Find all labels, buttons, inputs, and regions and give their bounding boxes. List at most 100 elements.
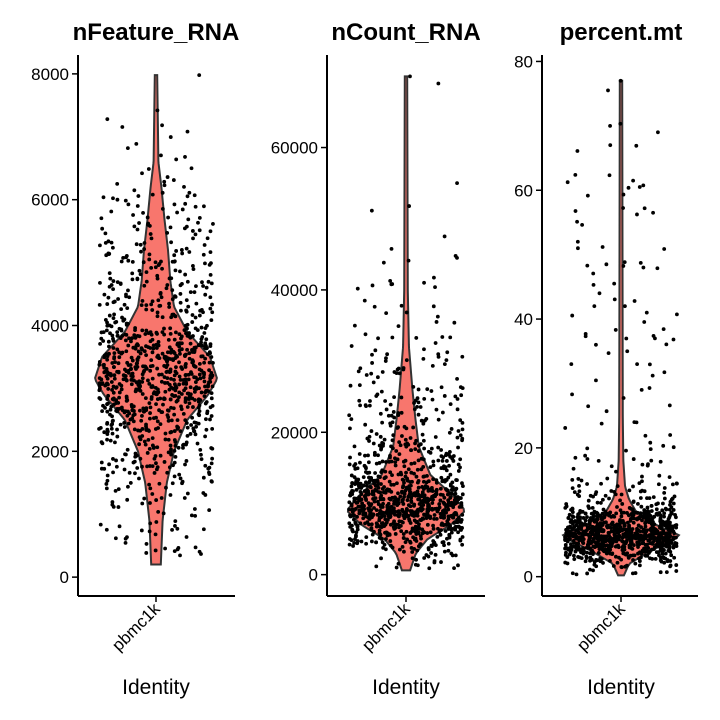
data-point (568, 550, 573, 555)
data-point (167, 301, 171, 306)
outlier-point (608, 143, 613, 148)
data-point (614, 511, 619, 516)
data-point (162, 375, 167, 380)
data-point (388, 470, 393, 475)
data-point (439, 528, 443, 533)
data-point (631, 512, 636, 517)
data-point (600, 497, 605, 502)
data-point (460, 421, 465, 425)
data-point (396, 413, 401, 417)
data-point (368, 513, 372, 518)
data-point (458, 538, 463, 543)
data-point (379, 482, 383, 486)
data-point (147, 529, 152, 534)
data-point (413, 524, 418, 529)
data-point (355, 286, 360, 291)
data-point (139, 346, 144, 351)
data-point (373, 348, 378, 353)
data-point (106, 387, 111, 391)
data-point (421, 500, 425, 505)
data-point (165, 359, 169, 363)
data-point (174, 249, 179, 253)
data-point (436, 417, 441, 422)
data-point (653, 556, 658, 561)
data-point (366, 506, 371, 511)
data-point (201, 252, 206, 257)
data-point (610, 552, 615, 556)
data-point (435, 314, 440, 319)
data-point (200, 354, 205, 359)
data-point (378, 434, 383, 439)
data-point (663, 551, 668, 556)
data-point (373, 484, 378, 488)
data-point (166, 437, 171, 442)
data-point (460, 427, 465, 432)
data-point (587, 506, 591, 511)
data-point (148, 330, 153, 335)
data-point (586, 498, 591, 503)
data-point (160, 410, 165, 414)
data-point (190, 358, 195, 363)
data-point (416, 449, 421, 453)
data-point (204, 427, 209, 432)
data-point (658, 570, 663, 575)
data-point (361, 516, 366, 521)
data-point (658, 525, 662, 530)
data-point (197, 372, 202, 377)
data-point (669, 505, 674, 510)
data-point (451, 454, 456, 458)
data-point (184, 459, 189, 463)
data-point (175, 398, 180, 403)
data-point (191, 426, 196, 431)
data-point (146, 378, 150, 383)
data-point (112, 376, 117, 381)
data-point (147, 252, 152, 257)
data-point (169, 240, 174, 245)
outlier-point (668, 433, 673, 437)
data-point (612, 514, 617, 519)
data-point (113, 440, 117, 445)
data-point (403, 437, 408, 442)
data-point (358, 403, 362, 408)
data-point (185, 425, 190, 430)
data-point (182, 226, 187, 231)
data-point (142, 439, 147, 444)
data-point (395, 481, 399, 486)
data-point (451, 505, 456, 510)
data-point (210, 456, 215, 461)
data-point (172, 448, 177, 453)
data-point (418, 405, 423, 409)
outlier-point (189, 166, 194, 171)
data-point (364, 535, 369, 539)
data-point (113, 489, 118, 493)
data-point (117, 355, 122, 360)
violin-layer (94, 74, 218, 566)
data-point (416, 443, 421, 448)
data-point (115, 434, 120, 439)
data-point (595, 522, 600, 527)
data-point (355, 466, 360, 471)
data-point (609, 522, 614, 526)
data-point (583, 511, 588, 516)
data-point (119, 383, 124, 388)
data-point (170, 528, 174, 532)
data-point (565, 180, 570, 185)
data-point (604, 409, 609, 414)
data-point (404, 529, 409, 534)
data-point (456, 429, 461, 433)
data-point (416, 531, 421, 536)
data-point (150, 376, 155, 381)
data-point (416, 400, 421, 405)
data-point (625, 538, 629, 543)
data-point (348, 524, 353, 529)
data-point (363, 332, 368, 337)
data-point (127, 411, 132, 416)
data-point (107, 462, 111, 467)
data-point (598, 529, 603, 533)
data-point (671, 337, 676, 342)
data-point (403, 474, 408, 479)
data-point (153, 532, 158, 537)
data-point (163, 437, 168, 442)
data-point (440, 479, 445, 484)
